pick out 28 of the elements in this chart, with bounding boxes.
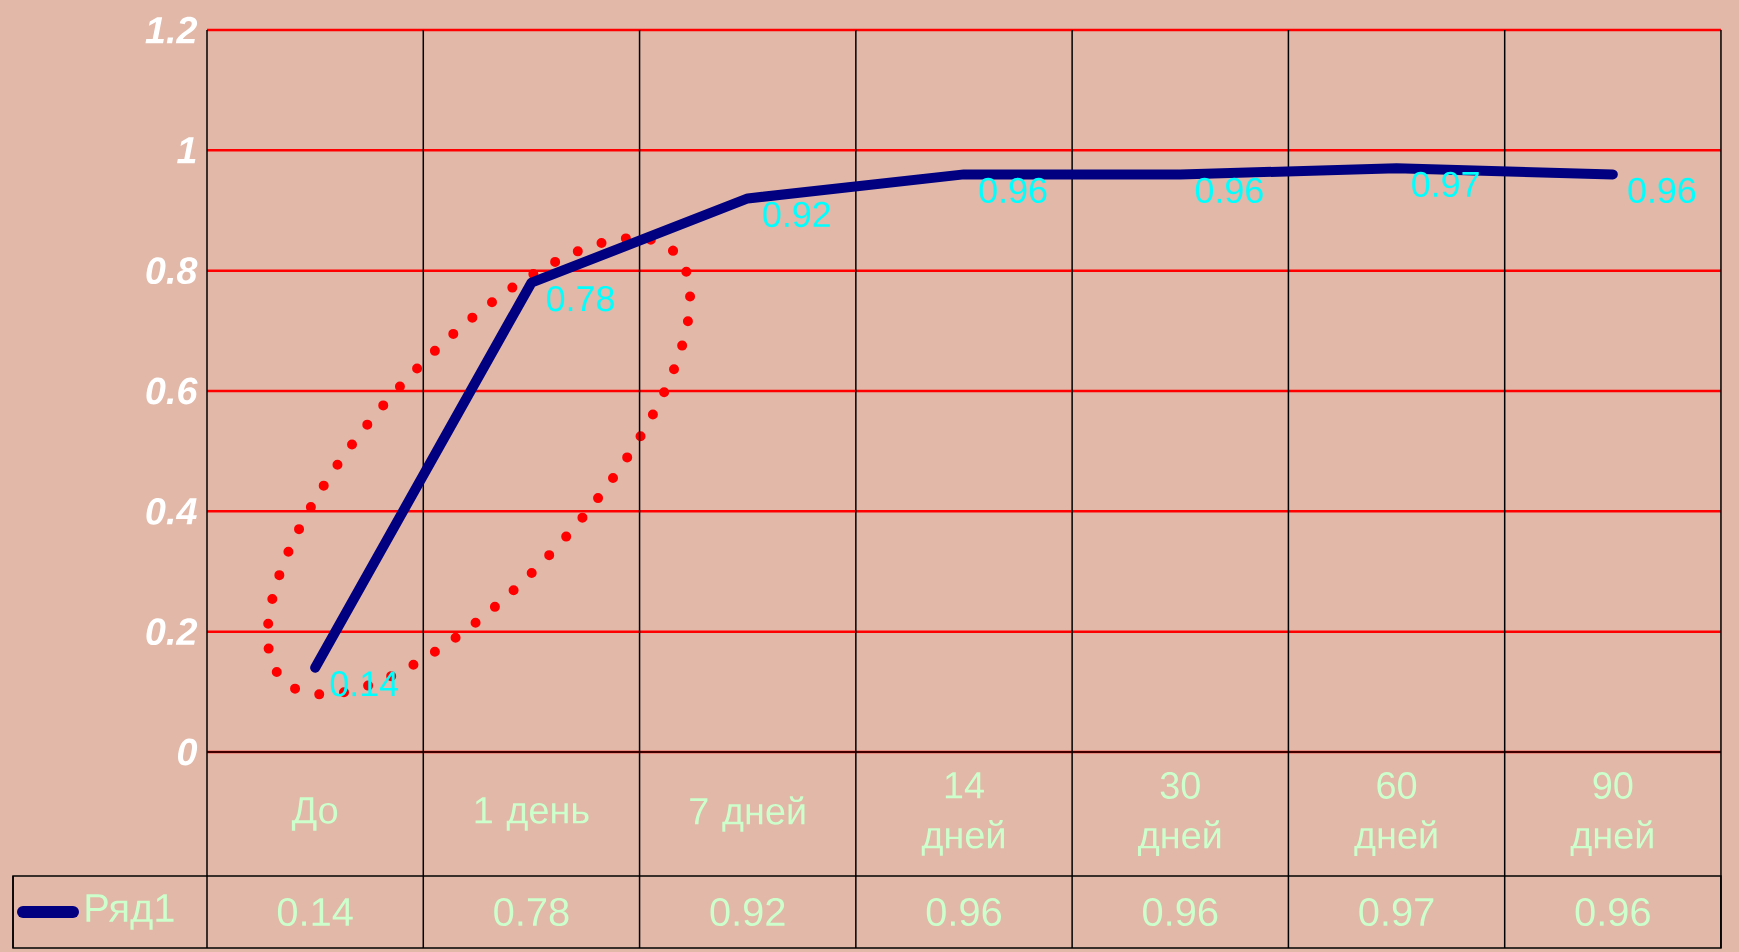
data-label: 0.96 — [1575, 897, 1650, 927]
y-tick-label: 0.4 — [146, 497, 197, 525]
x-tick-label: 1 день — [475, 797, 589, 831]
text: 0.96 — [1195, 177, 1263, 204]
text: 0.78 — [547, 286, 614, 312]
y-tick-label: 0 — [178, 738, 198, 766]
text: 0.92 — [763, 201, 830, 228]
x-tick-label: 60 дней — [1354, 772, 1437, 856]
x-tick-label: 30 дней — [1138, 772, 1221, 856]
y-tick-label: 0.8 — [146, 257, 198, 285]
text: 0.96 — [979, 177, 1047, 204]
data-label: 0.14 — [277, 897, 353, 927]
y-tick-label: 1.2 — [145, 16, 198, 44]
data-label: 0.96 — [1143, 897, 1218, 927]
x-tick-label: До — [291, 797, 338, 831]
data-label: 0.97 — [1359, 897, 1434, 927]
x-tick-label: 90 дней — [1570, 772, 1653, 856]
data-label: 0.96 — [926, 897, 1001, 927]
y-tick-label: 1 — [177, 137, 196, 164]
y-tick-label: 0.6 — [146, 377, 198, 405]
legend-label: Ряд1 — [86, 894, 174, 930]
text: 0.96 — [1628, 177, 1696, 204]
data-label: 0.92 — [710, 897, 785, 927]
y-tick-label: 0.2 — [146, 618, 198, 646]
x-tick-label: 14 дней — [921, 772, 1004, 856]
x-tick-label: 7 дней — [690, 796, 805, 832]
text: 0.97 — [1412, 171, 1479, 198]
data-label: 0.78 — [494, 897, 569, 927]
